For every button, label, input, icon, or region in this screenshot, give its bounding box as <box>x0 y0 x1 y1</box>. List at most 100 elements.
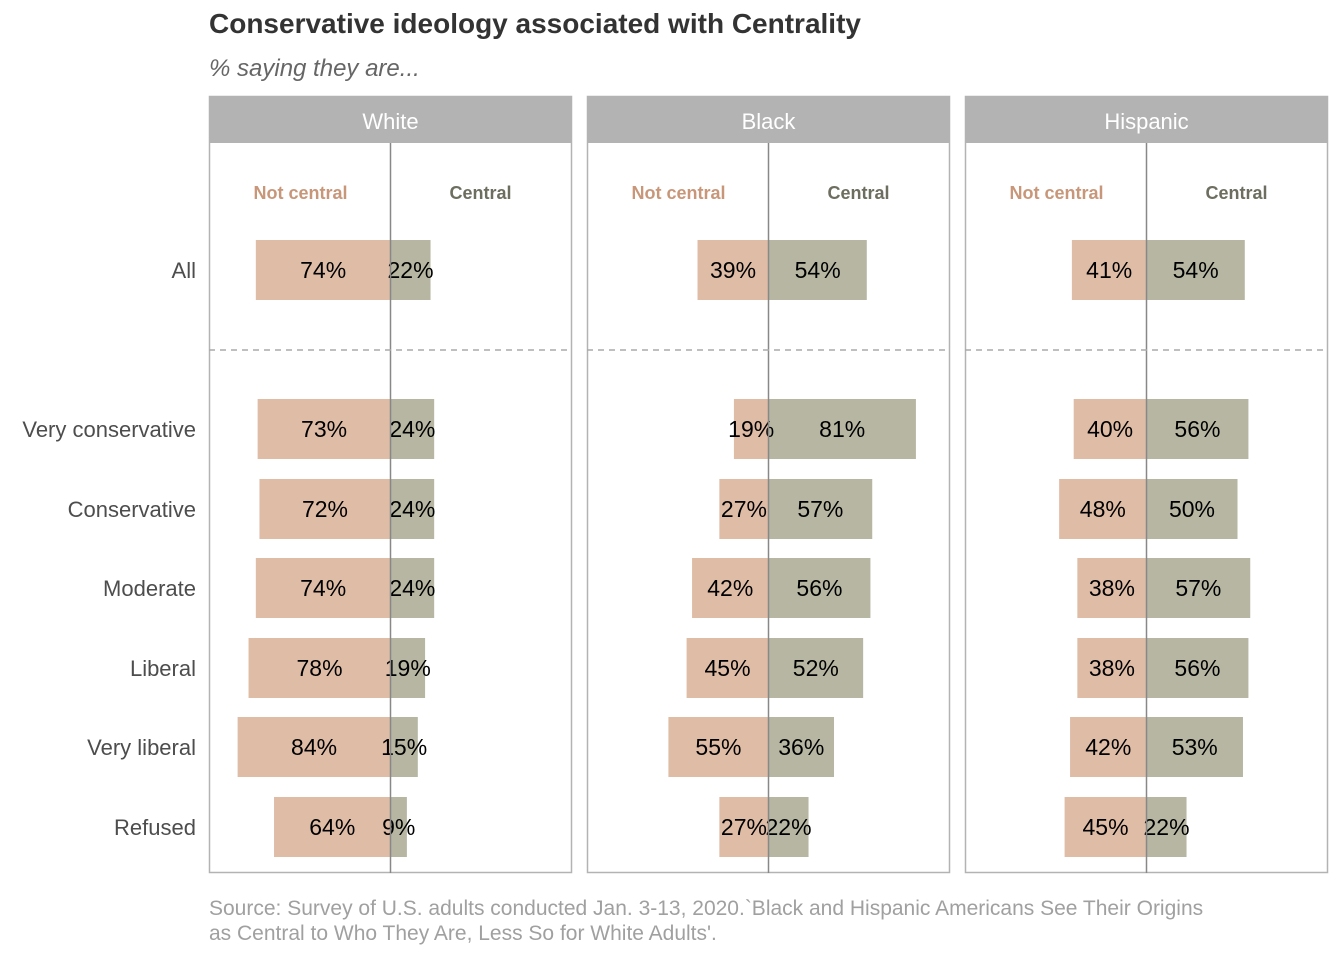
row-label-conservative: Conservative <box>68 497 196 522</box>
facet-label-black: Black <box>742 109 797 134</box>
row-label-liberal: Liberal <box>130 656 196 681</box>
bar-not-central-hispanic-liberal <box>1077 638 1147 698</box>
value-label-central-white-conservative: 24% <box>389 496 435 522</box>
value-label-not-central-black-very-liberal: 55% <box>695 734 741 760</box>
legend-central-white: Central <box>449 183 511 203</box>
bar-central-hispanic-very-liberal <box>1146 717 1243 777</box>
row-label-very-liberal: Very liberal <box>87 735 196 760</box>
value-label-central-black-liberal: 52% <box>793 655 839 681</box>
value-label-not-central-white-conservative: 72% <box>302 496 348 522</box>
bar-central-black-moderate <box>768 558 871 618</box>
bar-not-central-black-refused <box>719 797 769 857</box>
value-label-central-white-very-conservative: 24% <box>389 416 435 442</box>
value-label-central-hispanic-moderate: 57% <box>1175 575 1221 601</box>
bar-central-hispanic-very-conservative <box>1146 399 1249 459</box>
bar-central-black-very-liberal <box>768 717 835 777</box>
bar-not-central-black-conservative <box>719 479 769 539</box>
bar-central-hispanic-conservative <box>1146 479 1238 539</box>
value-label-central-hispanic-refused: 22% <box>1143 814 1189 840</box>
bar-central-hispanic-refused <box>1146 797 1187 857</box>
facet-strip-hispanic <box>965 96 1328 143</box>
row-label-moderate: Moderate <box>103 576 196 601</box>
value-label-central-white-liberal: 19% <box>385 655 431 681</box>
bar-central-white-very-liberal <box>390 717 418 777</box>
bar-central-white-very-conservative <box>390 399 435 459</box>
value-label-central-black-very-liberal: 36% <box>778 734 824 760</box>
value-label-central-black-moderate: 56% <box>796 575 842 601</box>
value-label-not-central-white-very-conservative: 73% <box>301 416 347 442</box>
bar-central-white-refused <box>390 797 407 857</box>
bar-central-black-very-conservative <box>768 399 916 459</box>
value-label-central-hispanic-very-liberal: 53% <box>1172 734 1218 760</box>
facet-strip-black <box>587 96 950 143</box>
legend-not-central-black: Not central <box>631 183 725 203</box>
bar-not-central-white-liberal <box>248 638 391 698</box>
bar-not-central-white-very-conservative <box>257 399 391 459</box>
bar-not-central-black-liberal <box>686 638 769 698</box>
value-label-central-black-conservative: 57% <box>797 496 843 522</box>
bar-not-central-white-moderate <box>255 558 391 618</box>
value-label-central-hispanic-very-conservative: 56% <box>1174 416 1220 442</box>
value-label-not-central-hispanic-very-conservative: 40% <box>1087 416 1133 442</box>
value-label-central-white-very-liberal: 15% <box>381 734 427 760</box>
value-label-not-central-black-moderate: 42% <box>707 575 753 601</box>
value-label-not-central-hispanic-conservative: 48% <box>1080 496 1126 522</box>
bar-not-central-hispanic-conservative <box>1059 479 1147 539</box>
value-label-not-central-hispanic-all: 41% <box>1086 257 1132 283</box>
value-label-central-black-refused: 22% <box>765 814 811 840</box>
value-label-central-white-all: 22% <box>387 257 433 283</box>
bar-central-black-all <box>768 240 867 300</box>
bar-central-white-moderate <box>390 558 435 618</box>
value-label-not-central-white-all: 74% <box>300 257 346 283</box>
value-label-not-central-hispanic-refused: 45% <box>1083 814 1129 840</box>
bar-not-central-black-moderate <box>692 558 769 618</box>
bar-not-central-hispanic-all <box>1071 240 1147 300</box>
value-label-not-central-black-all: 39% <box>710 257 756 283</box>
bar-central-white-conservative <box>390 479 435 539</box>
bar-not-central-white-all <box>255 240 391 300</box>
legend-not-central-hispanic: Not central <box>1009 183 1103 203</box>
value-label-not-central-white-liberal: 78% <box>296 655 342 681</box>
value-label-not-central-hispanic-liberal: 38% <box>1089 655 1135 681</box>
bar-not-central-white-refused <box>274 797 391 857</box>
value-label-not-central-black-conservative: 27% <box>721 496 767 522</box>
value-label-not-central-white-very-liberal: 84% <box>291 734 337 760</box>
bar-not-central-black-very-liberal <box>668 717 769 777</box>
value-label-not-central-white-moderate: 74% <box>300 575 346 601</box>
value-label-central-white-refused: 9% <box>382 814 415 840</box>
value-label-not-central-white-refused: 64% <box>309 814 355 840</box>
bar-central-black-refused <box>768 797 809 857</box>
facet-label-white: White <box>362 109 418 134</box>
bar-not-central-hispanic-very-conservative <box>1073 399 1147 459</box>
legend-central-black: Central <box>827 183 889 203</box>
bar-not-central-hispanic-refused <box>1064 797 1147 857</box>
bar-not-central-white-conservative <box>259 479 391 539</box>
bar-central-hispanic-moderate <box>1146 558 1251 618</box>
legend-central-hispanic: Central <box>1205 183 1267 203</box>
value-label-central-hispanic-conservative: 50% <box>1169 496 1215 522</box>
legend-not-central-white: Not central <box>253 183 347 203</box>
bar-not-central-black-very-conservative <box>733 399 769 459</box>
value-label-central-hispanic-all: 54% <box>1173 257 1219 283</box>
value-label-central-black-all: 54% <box>795 257 841 283</box>
value-label-central-black-very-conservative: 81% <box>819 416 865 442</box>
chart-subtitle: % saying they are... <box>209 55 420 82</box>
bar-central-black-liberal <box>768 638 864 698</box>
bar-not-central-white-very-liberal <box>237 717 391 777</box>
value-label-not-central-hispanic-moderate: 38% <box>1089 575 1135 601</box>
row-label-very-conservative: Very conservative <box>22 417 196 442</box>
bar-not-central-hispanic-moderate <box>1077 558 1147 618</box>
bar-not-central-black-all <box>697 240 769 300</box>
facet-strip-white <box>209 96 572 143</box>
facet-label-hispanic: Hispanic <box>1104 109 1188 134</box>
source-note: Source: Survey of U.S. adults conducted … <box>209 897 1204 945</box>
bar-central-white-liberal <box>390 638 426 698</box>
value-label-not-central-black-liberal: 45% <box>705 655 751 681</box>
value-label-not-central-hispanic-very-liberal: 42% <box>1085 734 1131 760</box>
chart-title: Conservative ideology associated with Ce… <box>209 8 861 39</box>
value-label-central-hispanic-liberal: 56% <box>1174 655 1220 681</box>
bar-not-central-hispanic-very-liberal <box>1070 717 1147 777</box>
chart-area: All Very conservative Conservative Moderate… <box>22 95 1329 874</box>
value-label-not-central-black-very-conservative: 19% <box>728 416 774 442</box>
row-label-refused: Refused <box>114 815 196 840</box>
